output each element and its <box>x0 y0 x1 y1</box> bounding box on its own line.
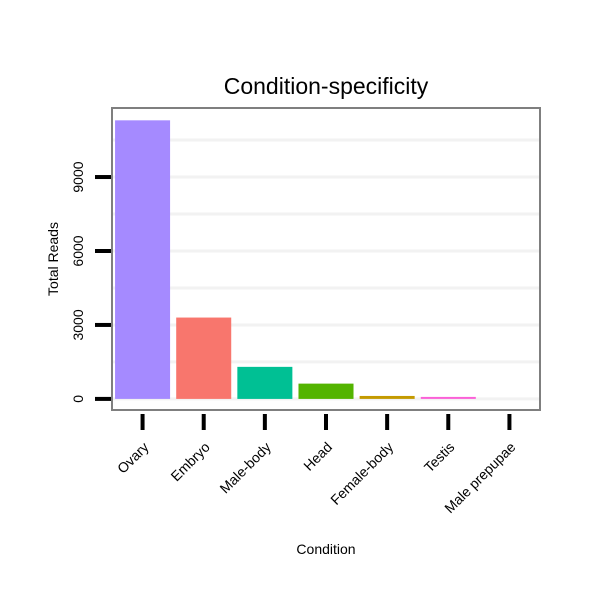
bar-testis <box>420 396 476 399</box>
y-axis-title: Total Reads <box>45 222 61 296</box>
bar-ovary <box>115 120 171 399</box>
bar-embryo <box>176 317 232 399</box>
chart-title: Condition-specificity <box>224 73 429 99</box>
y-tick-label: 6000 <box>70 235 86 266</box>
y-axis: 0 3000 6000 9000 <box>70 161 111 403</box>
x-tick-label: Testis <box>421 439 458 476</box>
x-tick-label: Head <box>300 439 335 474</box>
x-tick-label: Embryo <box>167 439 213 485</box>
y-tick-label: 9000 <box>70 161 86 192</box>
bar-male-body <box>237 366 293 399</box>
x-axis-title: Condition <box>296 541 355 557</box>
bar-female-body <box>359 395 415 399</box>
panel-border <box>111 107 541 411</box>
y-tick-label: 3000 <box>70 309 86 340</box>
x-tick-label: Ovary <box>114 439 152 477</box>
bar-head <box>298 383 354 399</box>
x-tick-label: Male-body <box>216 439 274 497</box>
x-tick-label: Female-body <box>327 439 396 508</box>
bars <box>115 120 476 399</box>
y-tick-label: 0 <box>70 395 86 403</box>
